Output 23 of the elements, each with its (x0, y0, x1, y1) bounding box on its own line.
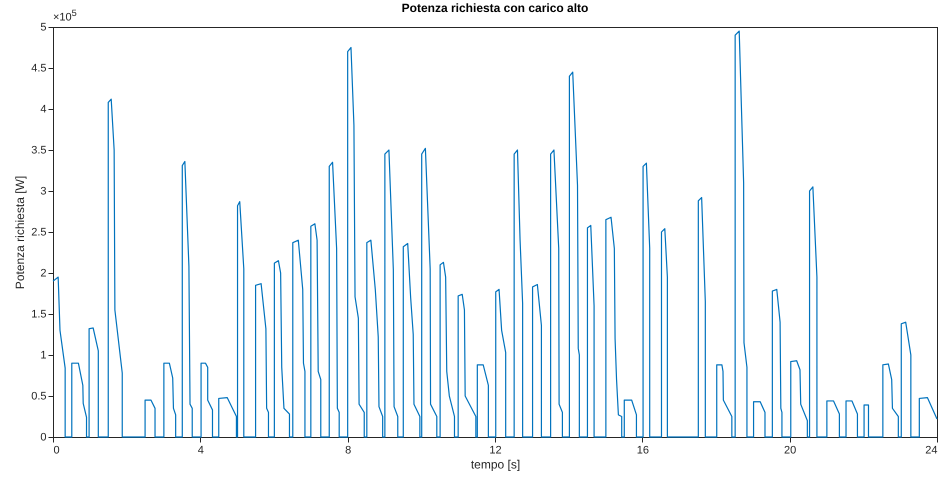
chart-title: Potenza richiesta con carico alto (402, 1, 588, 15)
text: ×10$^{5}$ (53, 8, 77, 24)
x-tick-label: 20 (784, 444, 796, 456)
x-tick-label: 4 (198, 444, 204, 456)
y-tick-label: 3.5 (31, 144, 46, 156)
y-axis-title: Potenza richiesta [W] (13, 176, 28, 290)
x-tick-label: 12 (489, 444, 502, 456)
x-axis-title: tempo [s] (470, 458, 520, 472)
y-tick-label: 1 (40, 350, 46, 362)
x-tick-label: 0 (54, 444, 60, 456)
y-tick-label: 4 (40, 104, 46, 116)
y-tick-label: 0 (40, 432, 46, 444)
y-tick-label: 3 (40, 186, 46, 198)
line-series (52, 30, 938, 438)
x-tick-label: 16 (636, 444, 649, 456)
y-tick-label: 1.5 (31, 308, 46, 320)
y-tick-label: 0.5 (31, 390, 46, 402)
y-tick-label: 2.5 (31, 226, 46, 238)
x-tick-label: 8 (345, 444, 352, 456)
y-tick-label: 5 (40, 22, 46, 34)
x-tick-label: 24 (925, 444, 938, 456)
y-tick-label: 4.5 (31, 62, 46, 74)
y-tick-label: 2 (40, 268, 46, 280)
